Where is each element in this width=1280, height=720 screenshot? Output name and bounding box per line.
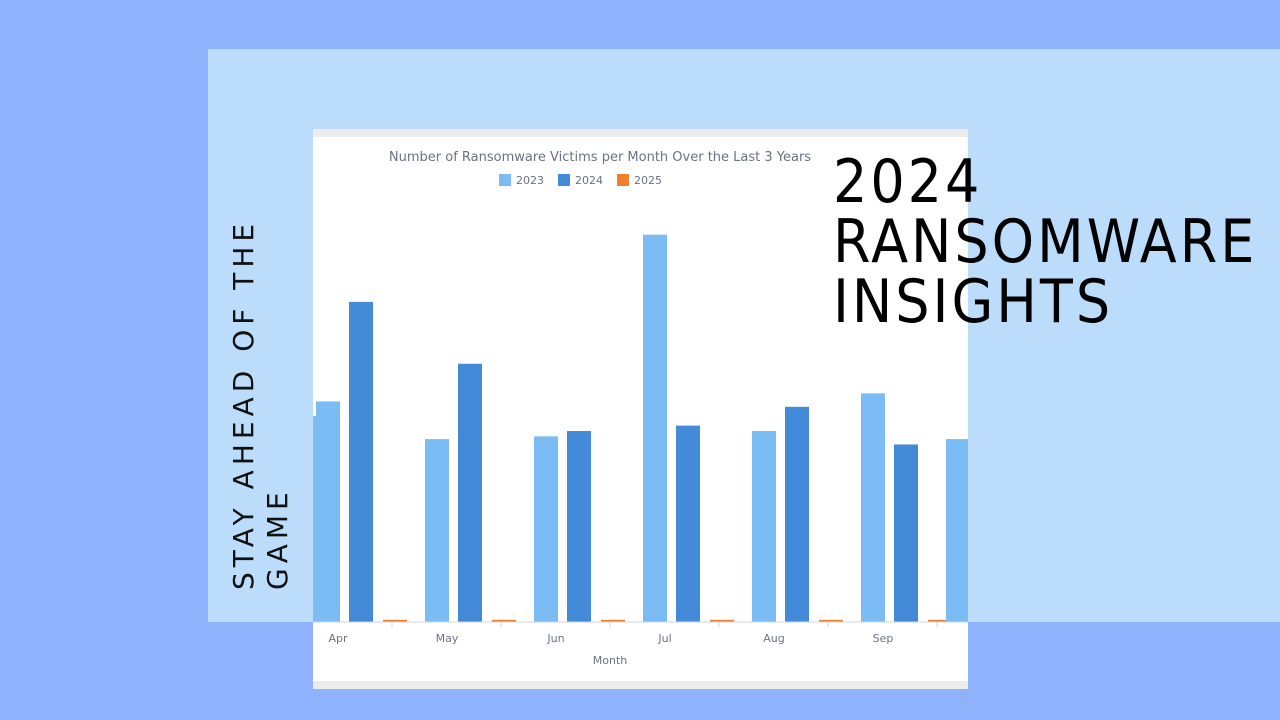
bar-chart: Number of Ransomware Victims per Month O… xyxy=(313,129,968,689)
bar-2025-aug xyxy=(819,619,843,622)
x-tick-label-jun: Jun xyxy=(546,632,564,645)
bar-2023-clipped xyxy=(946,439,968,622)
bar-2025-jul xyxy=(710,619,734,622)
chart-card: Number of Ransomware Victims per Month O… xyxy=(313,129,968,689)
bar-2024-jun xyxy=(567,431,591,622)
legend-swatch-2025 xyxy=(617,174,629,186)
legend-label-2025: 2025 xyxy=(634,174,662,187)
legend-swatch-2024 xyxy=(558,174,570,186)
legend-swatch-2023 xyxy=(499,174,511,186)
headline: 2024 RANSOMWARE INSIGHTS xyxy=(833,152,1273,332)
bar-2024-aug xyxy=(785,406,809,622)
bar-2023-jul xyxy=(643,234,667,622)
bar-2023-clipped-left xyxy=(313,415,319,622)
x-tick-label-jul: Jul xyxy=(657,632,671,645)
headline-line-3: INSIGHTS xyxy=(833,267,1114,337)
bar-2025-apr xyxy=(383,619,407,622)
bar-2023-apr xyxy=(316,401,340,622)
x-tick-label-sep: Sep xyxy=(873,632,894,645)
bar-2023-may xyxy=(425,439,449,622)
bar-2024-sep xyxy=(894,444,918,622)
legend-label-2023: 2023 xyxy=(516,174,544,187)
bar-2025-sep xyxy=(928,619,952,622)
x-tick-label-may: May xyxy=(436,632,459,645)
bar-2024-jul xyxy=(676,425,700,622)
headline-line-1: 2024 xyxy=(833,147,983,217)
bar-2023-sep xyxy=(861,393,885,622)
vertical-tagline: STAY AHEAD OF THE GAME xyxy=(227,218,294,590)
headline-line-2: RANSOMWARE xyxy=(833,207,1258,277)
legend-label-2024: 2024 xyxy=(575,174,603,187)
bar-2024-apr xyxy=(349,301,373,622)
chart-title: Number of Ransomware Victims per Month O… xyxy=(389,150,811,165)
chart-legend: 2023 2024 2025 xyxy=(499,174,662,187)
bar-2023-aug xyxy=(752,431,776,622)
bar-2023-jun xyxy=(534,436,558,622)
chart-top-strip xyxy=(313,129,968,137)
x-axis-label: Month xyxy=(593,654,628,667)
bar-2025-may xyxy=(492,619,516,622)
bar-2024-may xyxy=(458,363,482,622)
chart-bars xyxy=(313,234,968,622)
x-tick-label-aug: Aug xyxy=(763,632,784,645)
bar-2025-jun xyxy=(601,619,625,622)
x-tick-label-apr: Apr xyxy=(328,632,348,645)
chart-bottom-strip xyxy=(313,681,968,689)
x-axis-ticks: Apr May Jun Jul Aug Sep xyxy=(328,622,938,645)
